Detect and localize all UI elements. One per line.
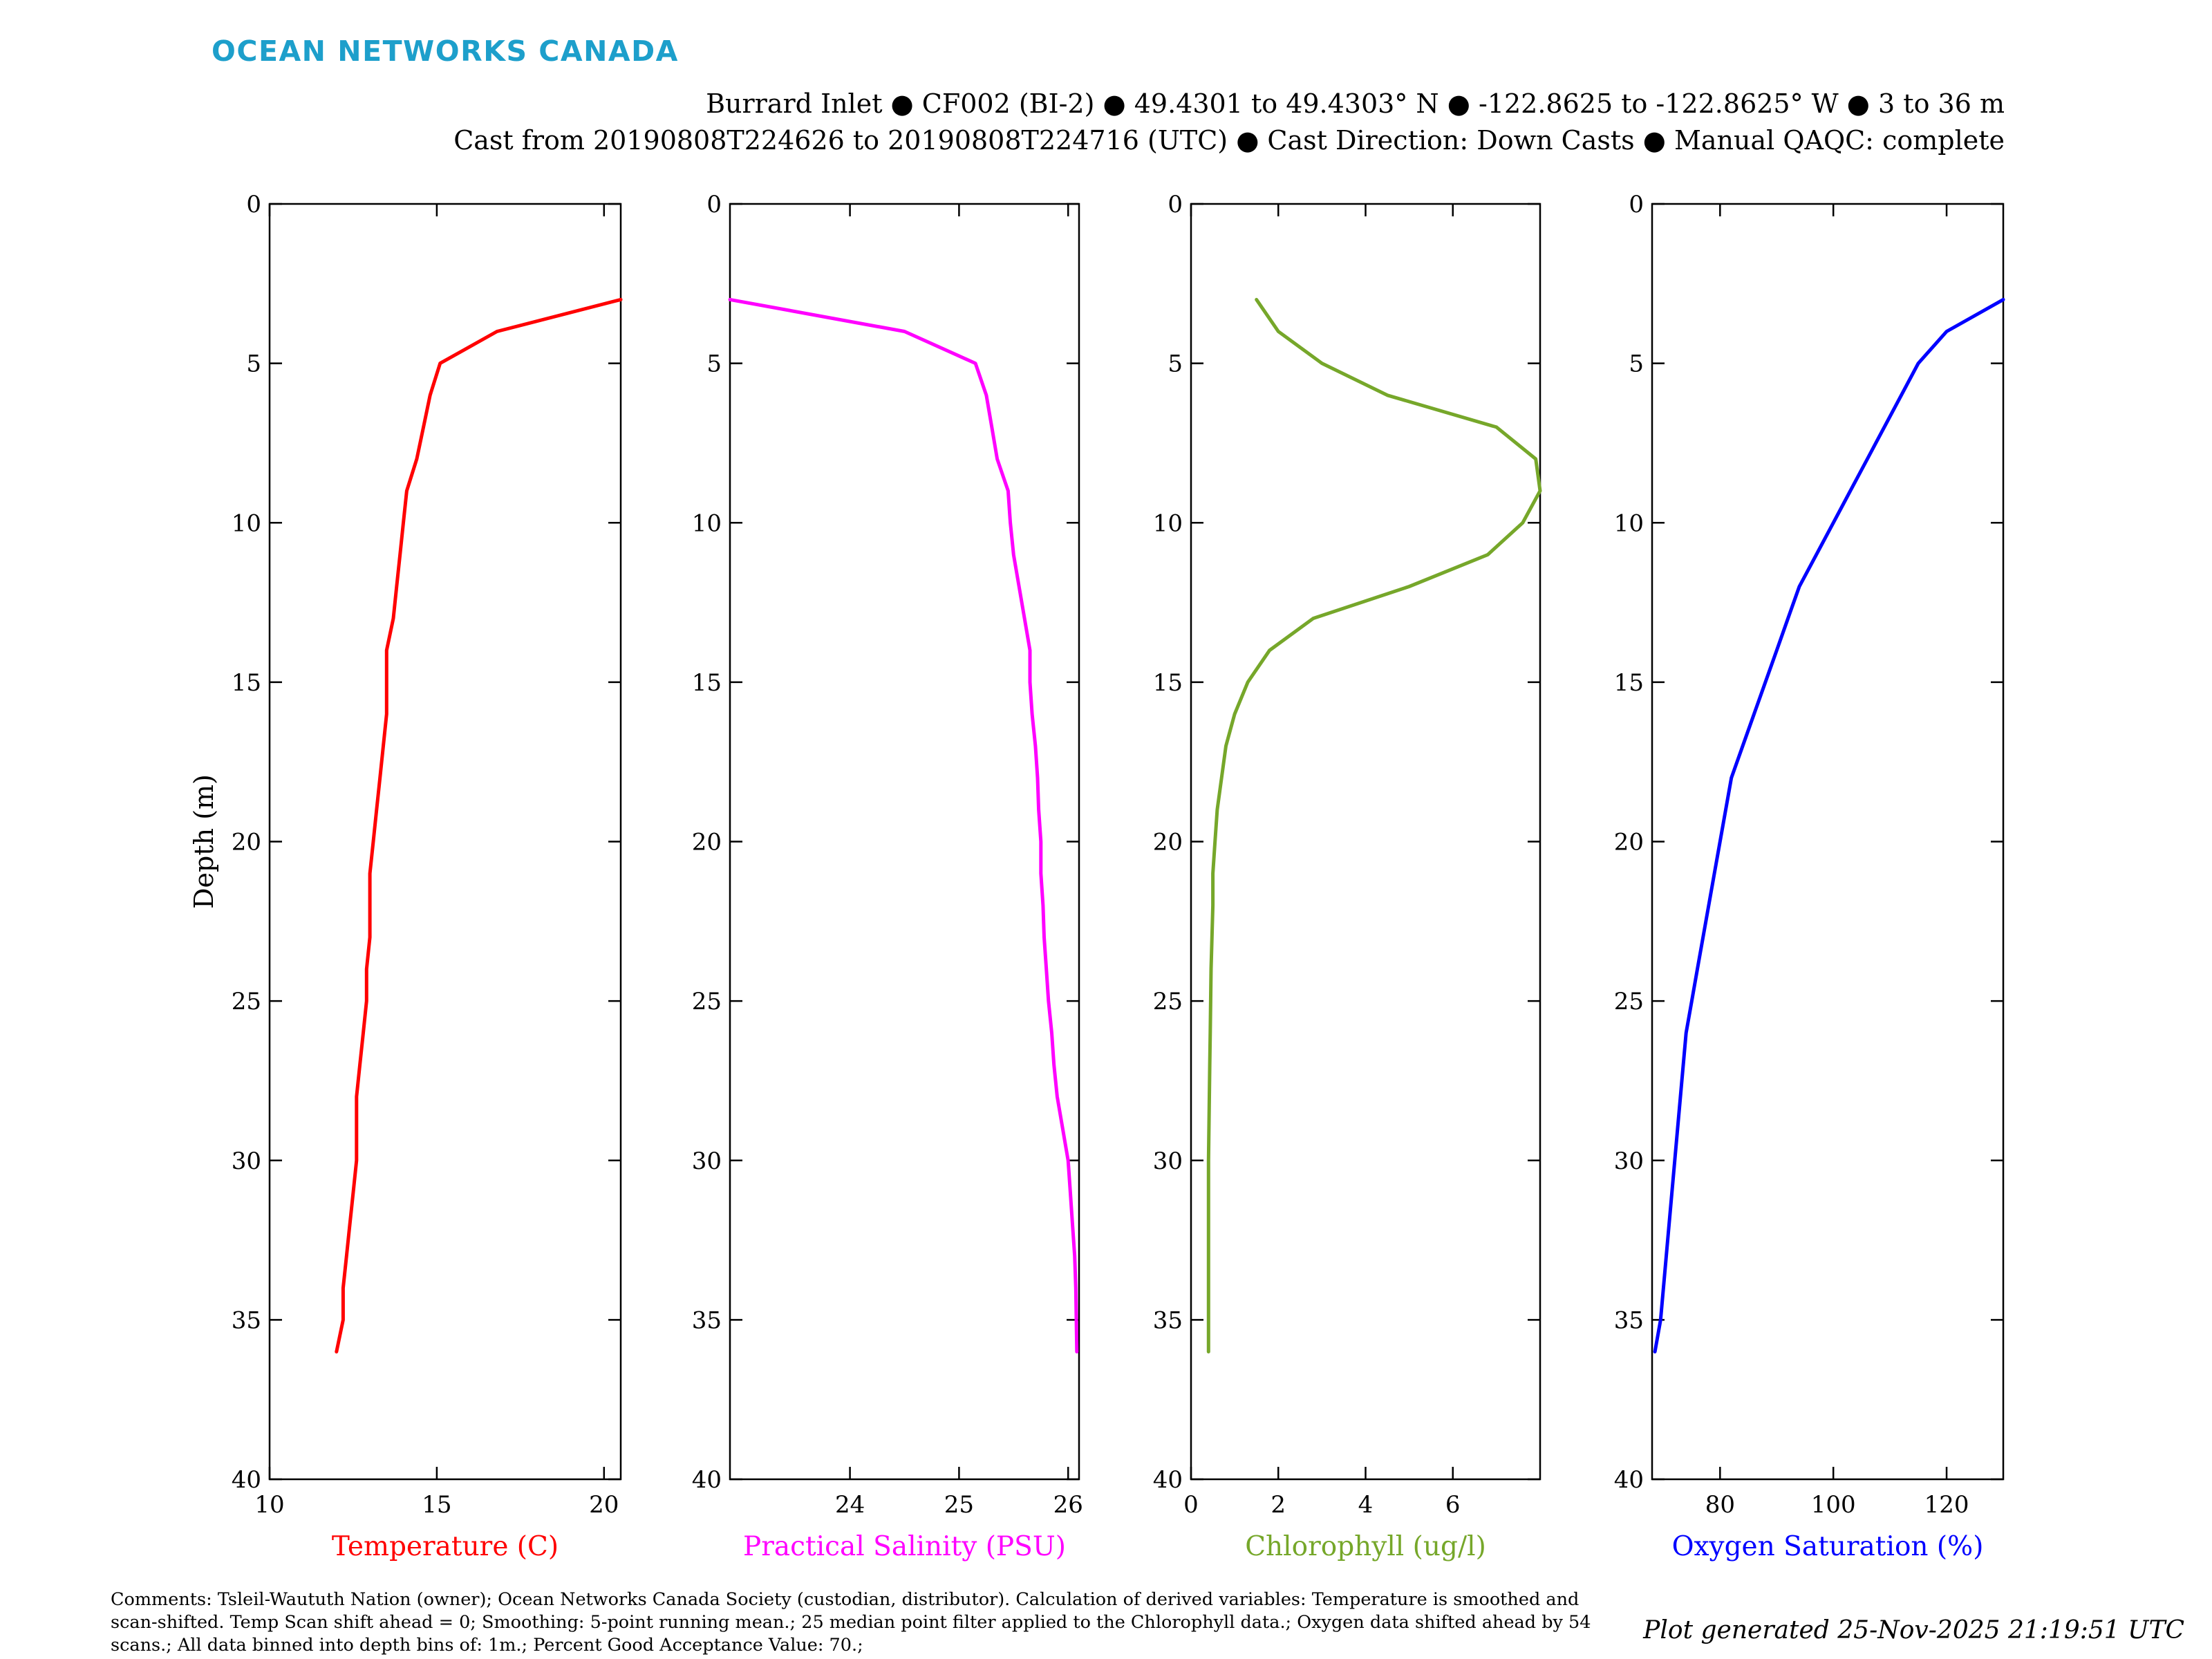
y-tick-label: 15 (692, 669, 722, 697)
x-tick-label: 20 (589, 1491, 619, 1519)
y-tick-label: 40 (1614, 1466, 1644, 1494)
y-tick-label: 5 (1168, 350, 1183, 378)
y-axis-label: Depth (m) (189, 774, 219, 909)
x-tick-label: 4 (1358, 1491, 1374, 1519)
y-tick-label: 30 (232, 1147, 261, 1175)
series-line (335, 297, 623, 1353)
y-tick-label: 35 (1614, 1306, 1644, 1334)
generated-timestamp: Plot generated 25-Nov-2025 21:19:51 UTC (1643, 1616, 2184, 1644)
x-tick-label: 0 (1183, 1491, 1199, 1519)
x-tick-label: 100 (1811, 1491, 1856, 1519)
plot-title-line-1: Burrard Inlet ● CF002 (BI-2) ● 49.4301 t… (706, 88, 2005, 119)
y-tick-label: 25 (1153, 988, 1183, 1015)
y-tick-label: 0 (246, 191, 261, 218)
y-tick-label: 30 (1614, 1147, 1644, 1175)
x-tick-label: 80 (1705, 1491, 1735, 1519)
y-tick-label: 30 (1153, 1147, 1183, 1175)
x-axis-label: Temperature (C) (332, 1531, 559, 1562)
x-axis-label: Oxygen Saturation (%) (1672, 1531, 1984, 1562)
y-tick-label: 15 (232, 669, 261, 697)
y-tick-label: 5 (1629, 350, 1644, 378)
y-tick-label: 40 (232, 1466, 261, 1494)
axes-frame (1651, 203, 2005, 1481)
axes-frame (1190, 203, 1541, 1481)
x-axis-label: Chlorophyll (ug/l) (1245, 1531, 1486, 1562)
y-tick-label: 5 (246, 350, 261, 378)
y-tick-label: 10 (1153, 509, 1183, 537)
y-tick-label: 25 (232, 988, 261, 1015)
y-tick-label: 5 (706, 350, 722, 378)
x-tick-label: 120 (1924, 1491, 1969, 1519)
y-tick-label: 10 (232, 509, 261, 537)
comments-text: Comments: Tsleil-Waututh Nation (owner);… (111, 1589, 1591, 1656)
x-tick-label: 10 (254, 1491, 284, 1519)
x-tick-label: 6 (1445, 1491, 1461, 1519)
series-line (1206, 297, 1542, 1353)
series-line (728, 297, 1079, 1353)
y-tick-label: 40 (692, 1466, 722, 1494)
y-tick-label: 0 (706, 191, 722, 218)
panel-4: 0 5 10 15 20 25 30 35 40 80 100 120 Oxygen Saturatio… (1614, 191, 2005, 1562)
y-tick-label: 20 (1153, 829, 1183, 856)
y-tick-label: 30 (692, 1147, 722, 1175)
y-tick-label: 25 (692, 988, 722, 1015)
y-tick-label: 20 (1614, 829, 1644, 856)
brand-logo: OCEAN NETWORKS CANADA (212, 35, 679, 68)
plot-title-line-2: Cast from 20190808T224626 to 20190808T22… (453, 125, 2005, 156)
x-tick-label: 24 (835, 1491, 865, 1519)
y-tick-label: 35 (692, 1306, 722, 1334)
y-tick-label: 15 (1614, 669, 1644, 697)
y-tick-label: 20 (232, 829, 261, 856)
y-tick-label: 10 (692, 509, 722, 537)
y-tick-label: 40 (1153, 1466, 1183, 1494)
y-tick-label: 35 (232, 1306, 261, 1334)
axes-frame (729, 203, 1080, 1481)
y-tick-label: 35 (1153, 1306, 1183, 1334)
x-axis-label: Practical Salinity (PSU) (743, 1531, 1066, 1562)
y-tick-label: 10 (1614, 509, 1644, 537)
y-tick-label: 15 (1153, 669, 1183, 697)
y-tick-label: 25 (1614, 988, 1644, 1015)
axes-frame (268, 203, 622, 1481)
x-tick-label: 26 (1053, 1491, 1083, 1519)
y-tick-label: 0 (1168, 191, 1183, 218)
y-tick-label: 20 (692, 829, 722, 856)
x-tick-label: 15 (422, 1491, 451, 1519)
y-tick-label: 0 (1629, 191, 1644, 218)
series-line (1653, 297, 2005, 1353)
x-tick-label: 25 (944, 1491, 974, 1519)
panel-2: 0 5 10 15 20 25 30 35 40 24 25 26 Practical Salinity… (692, 191, 1083, 1562)
x-tick-label: 2 (1271, 1491, 1286, 1519)
